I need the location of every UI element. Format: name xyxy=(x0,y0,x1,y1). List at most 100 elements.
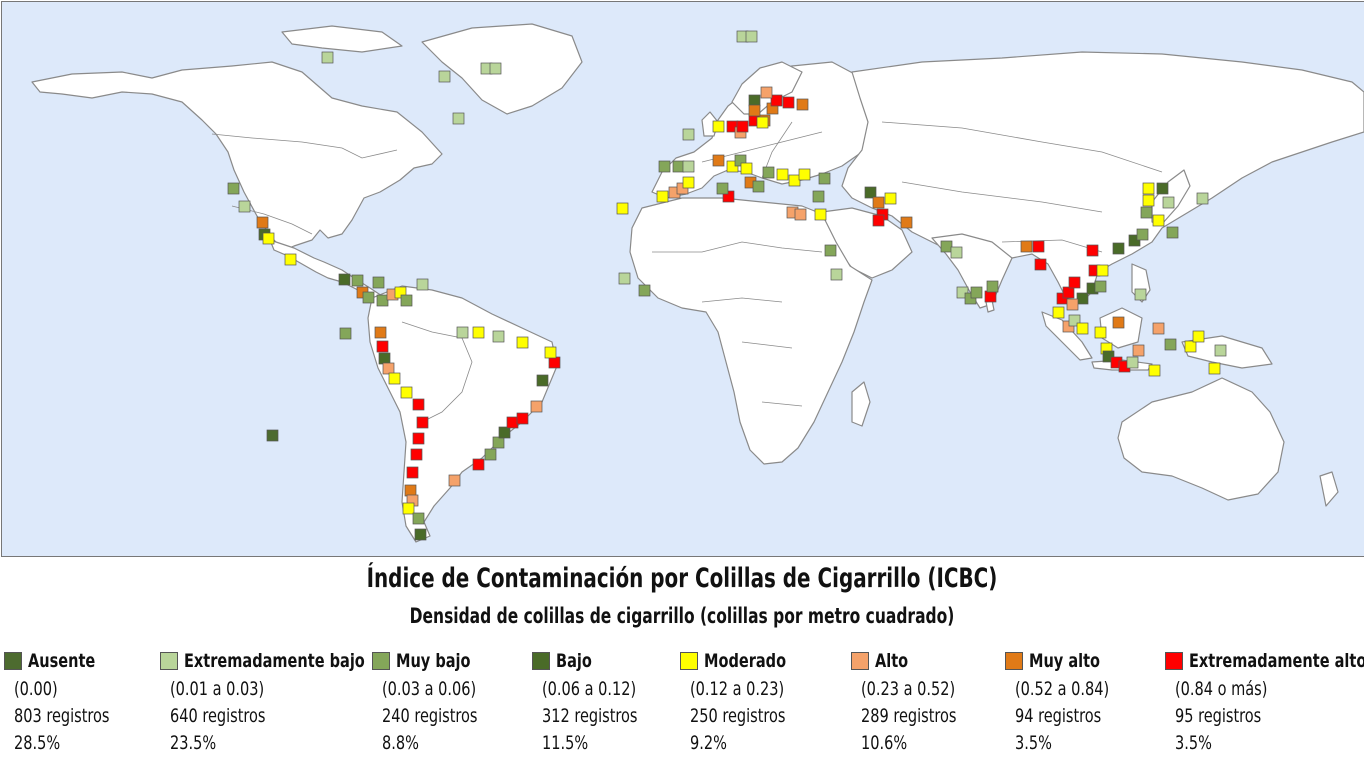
survey-site-marker xyxy=(498,426,511,439)
survey-site-marker xyxy=(818,172,831,185)
greenland-landmass xyxy=(421,23,583,115)
survey-site-marker xyxy=(1128,234,1141,247)
survey-site-marker xyxy=(986,280,999,293)
south-america-borders xyxy=(401,321,473,423)
survey-site-marker xyxy=(1142,194,1155,207)
survey-site-marker xyxy=(1062,286,1075,299)
survey-site-marker xyxy=(824,244,837,257)
legend-swatch xyxy=(680,652,698,670)
survey-site-marker xyxy=(964,292,977,305)
legend-label: Muy alto xyxy=(1029,650,1101,672)
survey-site-marker xyxy=(1156,182,1169,195)
survey-site-marker xyxy=(1184,340,1197,353)
world-map xyxy=(1,1,1364,557)
survey-site-marker xyxy=(376,294,389,307)
survey-site-marker xyxy=(788,174,801,187)
survey-site-marker xyxy=(776,168,789,181)
survey-site-marker xyxy=(1196,192,1209,205)
legend-count: 312 registros xyxy=(542,705,638,727)
survey-site-marker xyxy=(756,116,769,129)
survey-site-marker xyxy=(884,192,897,205)
survey-site-marker xyxy=(616,202,629,215)
legend-percent: 9.2% xyxy=(690,732,727,754)
survey-site-marker xyxy=(1164,338,1177,351)
survey-site-marker xyxy=(1134,288,1147,301)
survey-site-marker xyxy=(438,70,451,83)
survey-site-marker xyxy=(227,182,240,195)
legend-range: (0.52 a 0.84) xyxy=(1015,678,1110,700)
survey-site-marker xyxy=(400,386,413,399)
legend-range: (0.06 a 0.12) xyxy=(542,678,637,700)
survey-site-marker xyxy=(752,180,765,193)
survey-site-marker xyxy=(1086,244,1099,257)
survey-site-marker xyxy=(682,128,695,141)
survey-site-marker xyxy=(618,272,631,285)
legend-swatch xyxy=(532,652,550,670)
survey-site-marker xyxy=(388,372,401,385)
survey-site-marker xyxy=(516,412,529,425)
new-zealand-landmass xyxy=(1319,471,1339,507)
survey-site-marker xyxy=(1068,276,1081,289)
survey-site-marker xyxy=(1062,320,1075,333)
survey-site-marker xyxy=(1112,242,1125,255)
survey-site-marker xyxy=(736,120,749,133)
australia-landmass xyxy=(1117,377,1285,501)
legend-label: Bajo xyxy=(556,650,592,672)
survey-site-marker xyxy=(760,86,773,99)
survey-site-marker xyxy=(1094,280,1107,293)
land-masses xyxy=(31,23,1364,543)
survey-site-marker xyxy=(1076,322,1089,335)
legend-label: Ausente xyxy=(28,650,96,672)
legend-percent: 10.6% xyxy=(861,732,908,754)
survey-site-marker xyxy=(351,274,364,287)
legend-percent: 3.5% xyxy=(1015,732,1052,754)
survey-site-marker xyxy=(452,112,465,125)
legend-range: (0.12 a 0.23) xyxy=(690,678,785,700)
survey-site-marker xyxy=(745,30,758,43)
survey-site-marker xyxy=(378,352,391,365)
survey-site-marker xyxy=(1094,326,1107,339)
legend-swatch xyxy=(851,652,869,670)
survey-site-marker xyxy=(1126,356,1139,369)
survey-site-marker xyxy=(734,154,747,167)
survey-site-marker xyxy=(1056,292,1069,305)
survey-site-marker xyxy=(940,240,953,253)
survey-site-marker xyxy=(984,290,997,303)
survey-site-marker xyxy=(682,176,695,189)
survey-site-marker xyxy=(1166,226,1179,239)
survey-site-marker xyxy=(956,286,969,299)
legend-label: Alto xyxy=(875,650,909,672)
survey-markers xyxy=(227,30,1227,541)
survey-site-marker xyxy=(712,154,725,167)
legend-percent: 28.5% xyxy=(14,732,61,754)
survey-site-marker xyxy=(740,162,753,175)
survey-site-marker xyxy=(412,398,425,411)
survey-site-marker xyxy=(794,208,807,221)
asia-landmass xyxy=(841,51,1364,303)
legend-percent: 8.8% xyxy=(382,732,419,754)
legend-count: 240 registros xyxy=(382,705,478,727)
survey-site-marker xyxy=(1152,322,1165,335)
survey-site-marker xyxy=(872,196,885,209)
survey-site-marker xyxy=(782,96,795,109)
survey-site-marker xyxy=(416,278,429,291)
survey-site-marker xyxy=(412,432,425,445)
survey-site-marker xyxy=(338,273,351,286)
legend-range: (0.23 a 0.52) xyxy=(861,678,956,700)
survey-site-marker xyxy=(544,346,557,359)
legend-range: (0.00) xyxy=(14,678,58,700)
survey-site-marker xyxy=(372,276,385,289)
survey-site-marker xyxy=(830,268,843,281)
survey-site-marker xyxy=(321,51,334,64)
survey-site-marker xyxy=(530,400,543,413)
survey-site-marker xyxy=(266,429,279,442)
legend-swatch xyxy=(372,652,390,670)
survey-site-marker xyxy=(506,416,519,429)
legend-percent: 23.5% xyxy=(170,732,217,754)
survey-site-marker xyxy=(1032,240,1045,253)
survey-site-marker xyxy=(1132,344,1145,357)
africa-borders xyxy=(652,241,823,407)
survey-site-marker xyxy=(238,200,251,213)
survey-site-marker xyxy=(1140,206,1153,219)
legend-range: (0.84 o más) xyxy=(1175,678,1268,700)
